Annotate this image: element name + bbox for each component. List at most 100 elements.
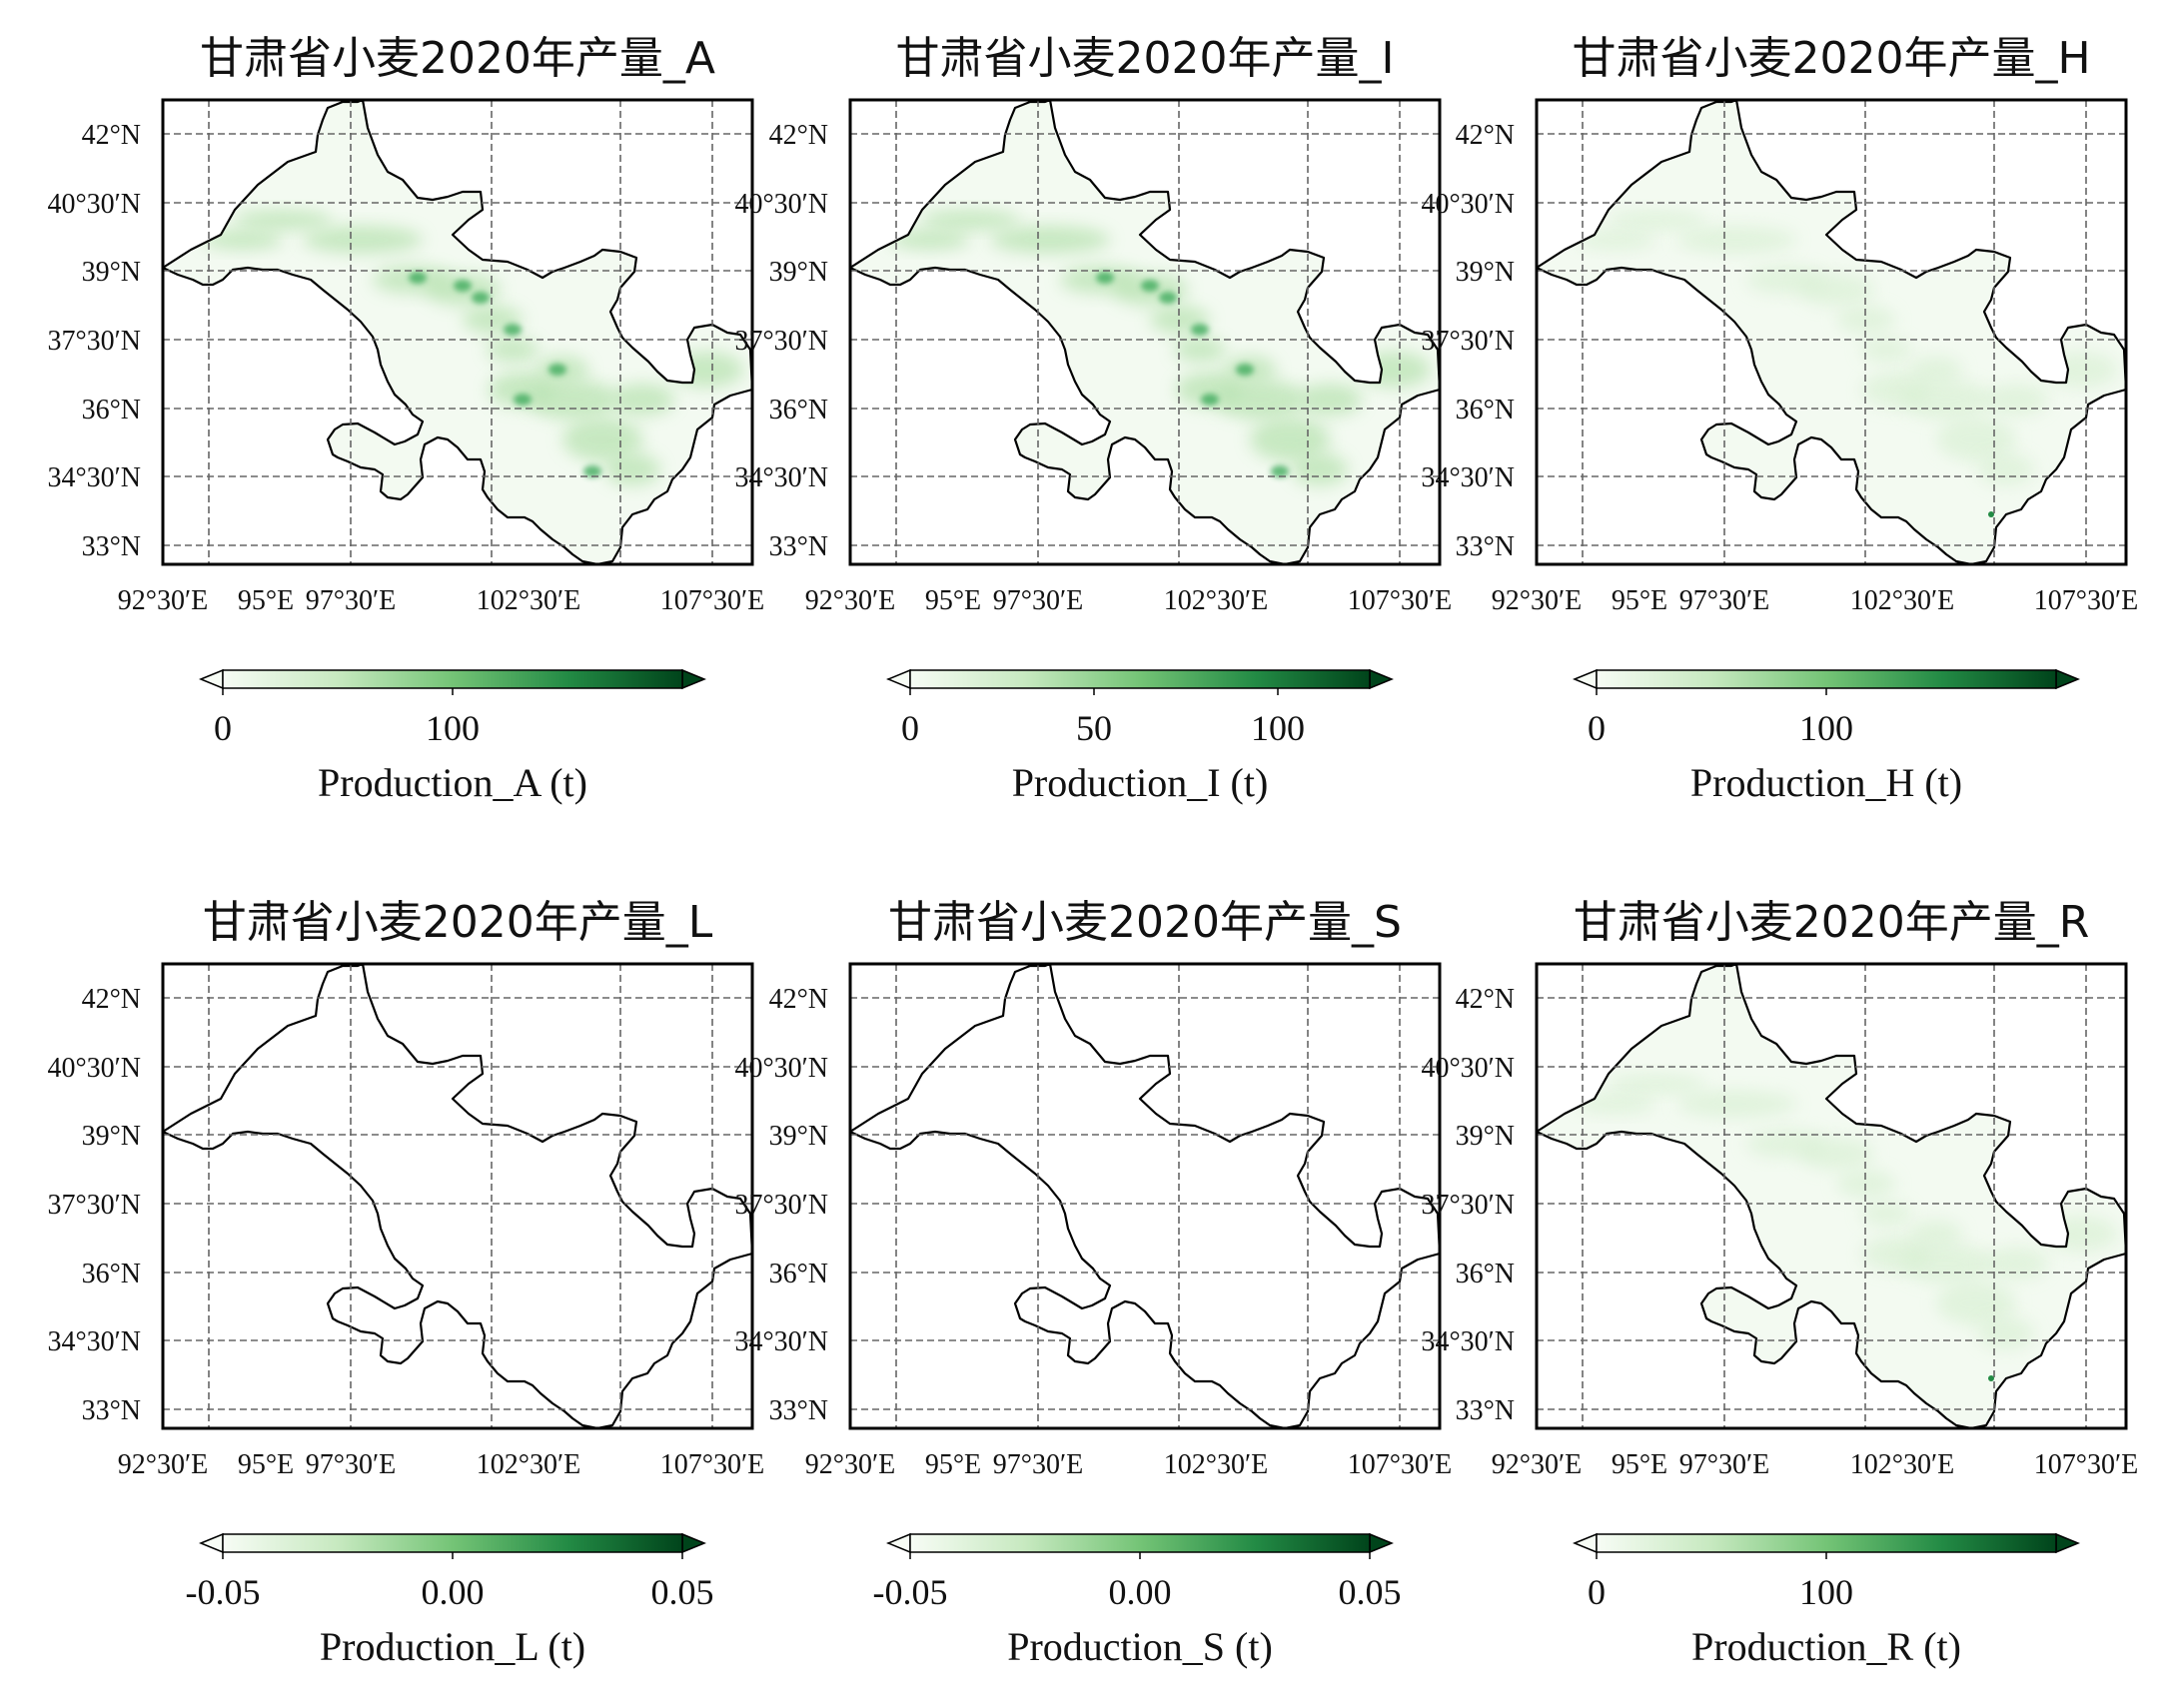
colorbar: 0 100 Production_A (t)	[199, 668, 706, 805]
colorbar-label: Production_H (t)	[1690, 760, 1962, 805]
map-frame	[1535, 98, 2128, 566]
lat-label: 42°N	[769, 984, 828, 1015]
panel-title: 甘肃省小麦2020年产量_H	[1572, 33, 2090, 84]
colorbar-tick-label: 0	[1588, 708, 1606, 748]
lon-label: 102°30′E	[1164, 1449, 1268, 1480]
lat-label: 37°30′N	[1421, 326, 1515, 357]
lon-label: 92°30′E	[1492, 1449, 1582, 1480]
colorbar-label: Production_S (t)	[1007, 1624, 1273, 1669]
colorbar-tick-label: 0.00	[422, 1572, 485, 1612]
colorbar-label: Production_I (t)	[1012, 760, 1269, 805]
lat-label: 34°30′N	[734, 462, 828, 493]
lat-label: 37°30′N	[47, 1190, 141, 1221]
colorbar: -0.05 0.00 0.05 Production_S (t)	[873, 1532, 1402, 1669]
map-frame	[1535, 962, 2128, 1430]
panel-title: 甘肃省小麦2020年产量_S	[888, 897, 1402, 948]
lat-label: 39°N	[1456, 257, 1515, 288]
colorbar: 0 50 100 Production_I (t)	[886, 668, 1394, 805]
map-panel-S: 甘肃省小麦2020年产量_S 42°N 40°30′N 39°N 37°30′N 36°N…	[734, 897, 1452, 1669]
province-border	[1535, 962, 2128, 1430]
production-shading	[1537, 100, 2126, 564]
lat-label: 39°N	[1456, 1121, 1515, 1152]
colorbar: -0.05 0.00 0.05 Production_L (t)	[186, 1532, 714, 1669]
colorbar-tick-label: 0.05	[1339, 1572, 1402, 1612]
lat-label: 37°30′N	[734, 326, 828, 357]
province-border	[848, 98, 1442, 566]
lon-label: 95°E	[925, 585, 981, 616]
lat-label: 39°N	[769, 257, 828, 288]
panel-title: 甘肃省小麦2020年产量_R	[1574, 897, 2090, 948]
lon-label: 107°30′E	[2034, 585, 2138, 616]
lon-label: 102°30′E	[477, 585, 580, 616]
lon-label: 102°30′E	[477, 1449, 580, 1480]
map-frame	[161, 962, 754, 1430]
colorbar-tick-label: 100	[426, 708, 480, 748]
panel-title: 甘肃省小麦2020年产量_I	[896, 33, 1395, 84]
lon-label: 97°30′E	[306, 1449, 396, 1480]
lon-label: 107°30′E	[660, 585, 764, 616]
lat-label: 37°30′N	[1421, 1190, 1515, 1221]
lon-label: 92°30′E	[118, 1449, 208, 1480]
colorbar-tick-label: 100	[1251, 708, 1305, 748]
lat-label: 36°N	[82, 1259, 141, 1289]
lon-label: 107°30′E	[660, 1449, 764, 1480]
lon-label: 97°30′E	[1679, 1449, 1769, 1480]
lon-label: 107°30′E	[1348, 585, 1452, 616]
lat-label: 40°30′N	[47, 189, 141, 220]
map-panel-A: 甘肃省小麦2020年产量_A 42°N 40°30′N 39°N 37°30′N 36°N…	[47, 33, 764, 805]
colorbar-label: Production_A (t)	[318, 760, 587, 805]
lat-label: 42°N	[1456, 120, 1515, 151]
lat-label: 36°N	[769, 395, 828, 426]
production-shading	[850, 100, 1440, 564]
colorbar-tick-label: -0.05	[186, 1572, 261, 1612]
lat-label: 37°30′N	[47, 326, 141, 357]
lat-label: 36°N	[769, 1259, 828, 1289]
colorbar-tick-label: 100	[1799, 708, 1853, 748]
colorbar-tick-label: 100	[1799, 1572, 1853, 1612]
lat-label: 34°30′N	[47, 1326, 141, 1357]
colorbar-tick-label: 0.00	[1109, 1572, 1172, 1612]
colorbar-tick-label: 0	[901, 708, 919, 748]
lon-label: 102°30′E	[1164, 585, 1268, 616]
province-border	[848, 962, 1442, 1430]
map-panel-L: 甘肃省小麦2020年产量_L 42°N 40°30′N 39°N 37°30′N 36°N…	[47, 897, 764, 1669]
lon-label: 95°E	[238, 1449, 294, 1480]
colorbar-tick-label: -0.05	[873, 1572, 948, 1612]
lat-label: 34°30′N	[1421, 1326, 1515, 1357]
lat-label: 33°N	[82, 1395, 141, 1426]
lat-label: 40°30′N	[47, 1053, 141, 1084]
colorbar: 0 100 Production_H (t)	[1573, 668, 2080, 805]
province-border	[161, 98, 754, 566]
map-frame	[848, 962, 1442, 1430]
colorbar-tick-label: 0.05	[651, 1572, 714, 1612]
lon-label: 102°30′E	[1850, 1449, 1954, 1480]
lat-label: 33°N	[769, 1395, 828, 1426]
lat-label: 36°N	[82, 395, 141, 426]
lon-label: 95°E	[1612, 1449, 1667, 1480]
lon-label: 97°30′E	[993, 585, 1083, 616]
colorbar-tick-label: 50	[1076, 708, 1112, 748]
colorbar-tick-label: 0	[1588, 1572, 1606, 1612]
lon-label: 95°E	[925, 1449, 981, 1480]
lon-label: 92°30′E	[118, 585, 208, 616]
panel-title: 甘肃省小麦2020年产量_L	[203, 897, 713, 948]
lon-label: 97°30′E	[1679, 585, 1769, 616]
map-frame	[161, 98, 754, 566]
lat-label: 33°N	[82, 531, 141, 562]
map-panel-R: 甘肃省小麦2020年产量_R 42°N 40°30′N 39°N 37°30′N 36°N…	[1421, 897, 2138, 1669]
lon-label: 92°30′E	[1492, 585, 1582, 616]
lon-label: 92°30′E	[805, 585, 895, 616]
lat-label: 37°30′N	[734, 1190, 828, 1221]
colorbar-label: Production_L (t)	[320, 1624, 585, 1669]
lat-label: 34°30′N	[1421, 462, 1515, 493]
lat-label: 40°30′N	[1421, 1053, 1515, 1084]
lat-label: 40°30′N	[734, 1053, 828, 1084]
lon-label: 107°30′E	[2034, 1449, 2138, 1480]
lat-label: 33°N	[769, 531, 828, 562]
lon-label: 107°30′E	[1348, 1449, 1452, 1480]
lat-label: 42°N	[82, 984, 141, 1015]
lat-label: 39°N	[82, 257, 141, 288]
map-frame	[848, 98, 1442, 566]
lat-label: 39°N	[769, 1121, 828, 1152]
